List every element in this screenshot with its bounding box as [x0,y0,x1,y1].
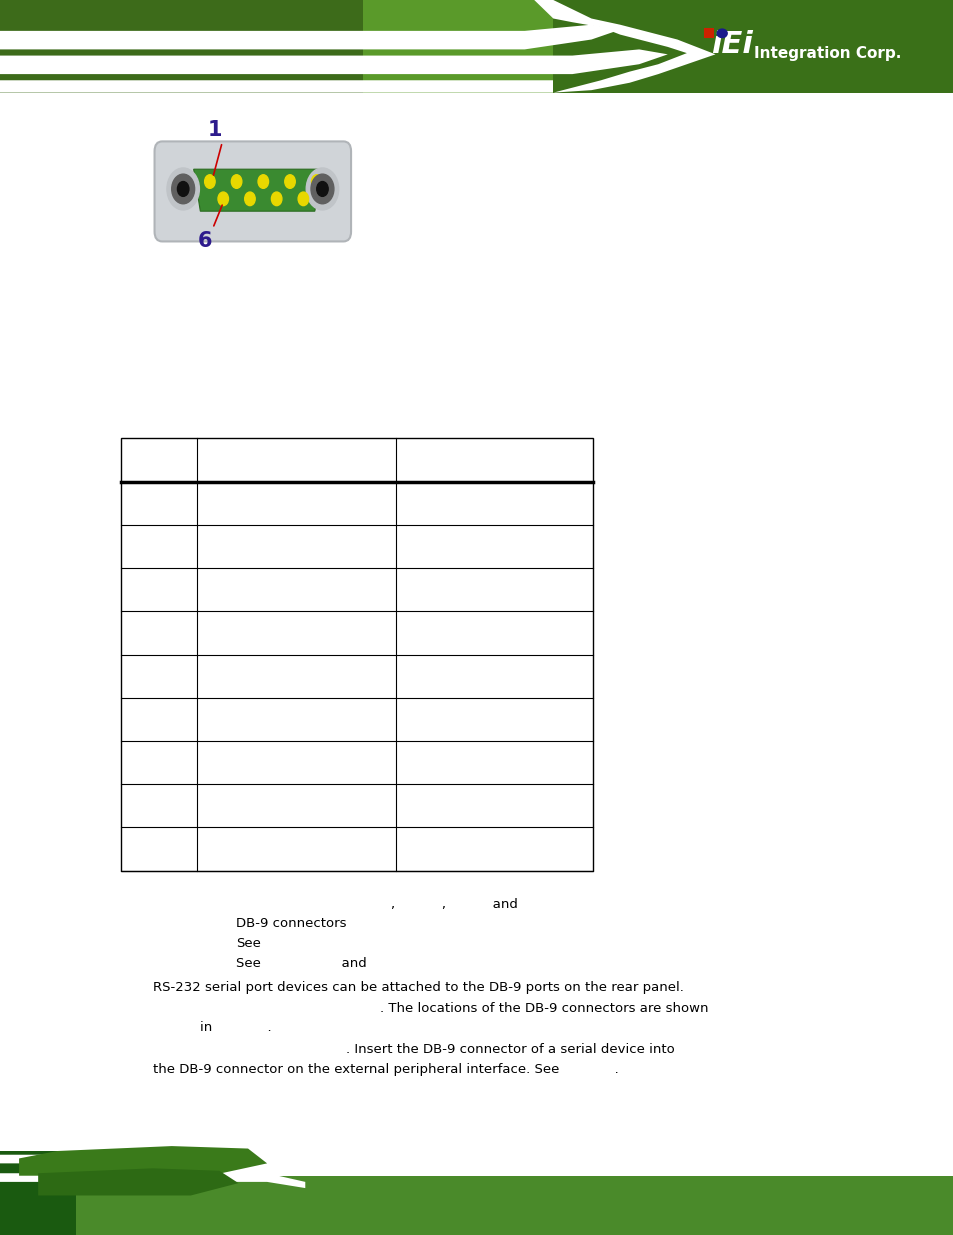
Polygon shape [19,1146,267,1176]
Text: Integration Corp.: Integration Corp. [753,46,900,61]
Text: 1: 1 [207,120,222,140]
Text: iEi: iEi [710,30,752,59]
Text: See: See [235,937,260,950]
Polygon shape [0,0,953,93]
Circle shape [232,175,242,189]
Text: the DB-9 connector on the external peripheral interface. See             .: the DB-9 connector on the external perip… [152,1063,618,1076]
Polygon shape [0,49,667,74]
Polygon shape [362,0,953,93]
Polygon shape [0,80,600,93]
Bar [703,28,713,38]
Text: RS-232 serial port devices can be attached to the DB-9 ports on the rear panel.: RS-232 serial port devices can be attach… [152,982,682,994]
Circle shape [316,182,328,196]
Text: in             .: in . [200,1021,272,1034]
Polygon shape [0,1151,76,1235]
Polygon shape [0,25,619,49]
Polygon shape [0,1173,305,1188]
Circle shape [285,175,295,189]
Text: ,           ,           and: , , and [391,898,517,910]
Text: DB-9 connectors: DB-9 connectors [235,918,346,930]
Circle shape [205,175,215,189]
Polygon shape [0,1155,343,1170]
Circle shape [297,193,309,206]
Circle shape [257,175,269,189]
Circle shape [172,174,194,204]
Circle shape [177,182,189,196]
Text: . The locations of the DB-9 connectors are shown: . The locations of the DB-9 connectors a… [379,1003,707,1015]
Polygon shape [193,169,321,211]
Text: . Insert the DB-9 connector of a serial device into: . Insert the DB-9 connector of a serial … [346,1044,675,1056]
FancyBboxPatch shape [154,142,351,242]
Text: 6: 6 [197,231,213,251]
Bar [121,438,593,871]
Circle shape [311,174,334,204]
Circle shape [306,168,338,210]
Polygon shape [534,0,715,93]
Polygon shape [0,1176,953,1235]
Ellipse shape [716,28,727,38]
Polygon shape [38,1168,238,1195]
Circle shape [217,193,229,206]
Circle shape [272,193,282,206]
Circle shape [167,168,199,210]
Polygon shape [553,0,953,93]
Text: See                   and: See and [235,957,366,969]
Circle shape [311,175,321,189]
Circle shape [244,193,254,206]
